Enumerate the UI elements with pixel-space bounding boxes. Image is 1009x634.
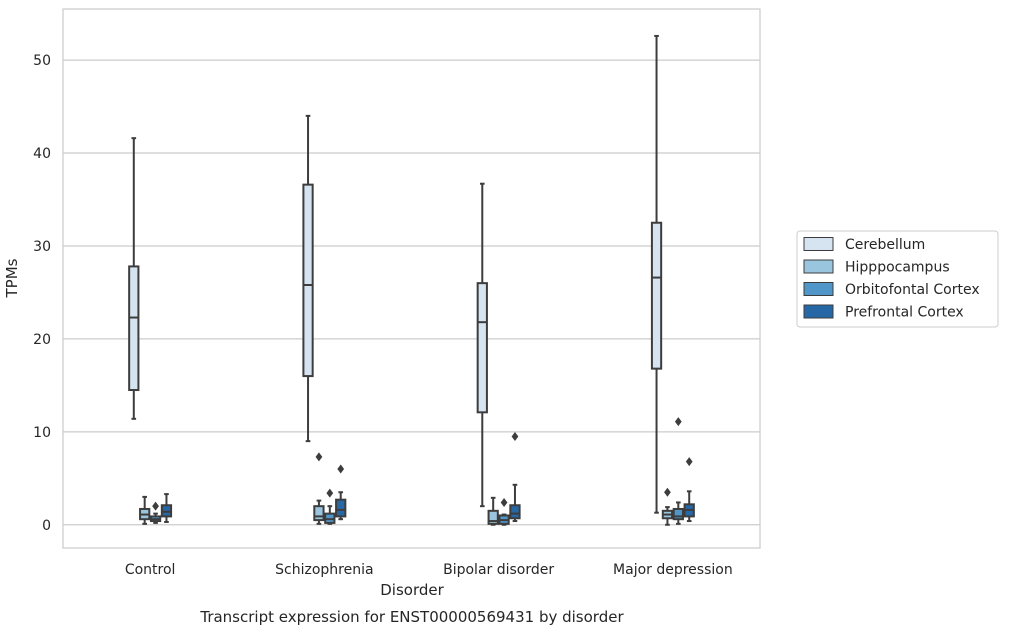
y-tick-label: 0 — [42, 518, 51, 534]
y-tick-label: 30 — [33, 239, 51, 255]
boxes — [128, 34, 695, 526]
box-2-0 — [149, 501, 162, 524]
outlier-point — [152, 501, 159, 511]
x-tick-label: Bipolar disorder — [443, 562, 554, 578]
box-body — [672, 507, 684, 521]
legend-swatch — [803, 237, 834, 251]
x-axis-label: Disorder — [380, 581, 444, 599]
box-body — [650, 221, 663, 370]
box-0-0 — [128, 137, 140, 420]
box-3-3 — [683, 457, 695, 523]
legend: Cerebellum Hipppocampus Orbitofontal Corte… — [796, 230, 999, 328]
outlier-point — [326, 488, 334, 498]
box-3-1 — [335, 464, 347, 521]
box-2-3 — [672, 417, 684, 525]
y-axis-label: TPMs — [3, 258, 21, 298]
box-2-2 — [498, 497, 510, 526]
legend-label: Hipppocampus — [845, 260, 950, 276]
y-tick-label: 40 — [33, 146, 51, 162]
box-1-1 — [313, 452, 325, 525]
y-tick-label: 20 — [33, 332, 51, 348]
legend-swatch — [803, 282, 834, 296]
y-tick-labels: 0 10 20 30 40 50 — [33, 53, 51, 534]
box-body — [335, 498, 347, 518]
box-body — [313, 505, 325, 522]
box-3-0 — [160, 493, 173, 523]
chart-caption: Transcript expression for ENST0000056943… — [199, 608, 624, 626]
box-1-2 — [487, 496, 499, 526]
x-tick-label: Control — [125, 562, 176, 578]
box-0-3 — [650, 34, 663, 514]
y-tick-label: 50 — [33, 53, 51, 69]
box-2-1 — [324, 488, 336, 525]
legend-swatch — [803, 304, 834, 319]
outlier-point — [511, 431, 519, 441]
box-body — [302, 183, 314, 378]
legend-label: Prefrontal Cortex — [845, 305, 964, 321]
x-tick-labels: Control Schizophrenia Bipolar disorder Majo… — [125, 562, 733, 578]
box-body — [128, 265, 140, 392]
outlier-point — [664, 487, 671, 497]
outlier-point — [500, 497, 508, 507]
legend-swatch — [803, 259, 834, 274]
box-0-2 — [476, 182, 488, 508]
x-tick-label: Major depression — [613, 562, 733, 578]
box-body — [509, 504, 521, 520]
x-tick-label: Schizophrenia — [275, 562, 373, 578]
legend-label: Orbitofontal Cortex — [845, 282, 980, 298]
gridlines — [63, 59, 760, 526]
outlier-point — [337, 464, 345, 474]
plot-area-frame — [62, 8, 761, 549]
box-1-3 — [661, 487, 674, 526]
legend-frame — [796, 230, 999, 328]
outlier-point — [315, 452, 323, 462]
legend-label: Cerebellum — [845, 237, 925, 253]
box-1-0 — [139, 495, 151, 525]
box-3-2 — [509, 431, 521, 523]
outlier-point — [674, 417, 682, 427]
box-body — [487, 509, 499, 525]
box-0-1 — [302, 114, 314, 443]
box-body — [476, 282, 488, 414]
outlier-point — [685, 457, 693, 467]
y-tick-label: 10 — [33, 425, 51, 441]
